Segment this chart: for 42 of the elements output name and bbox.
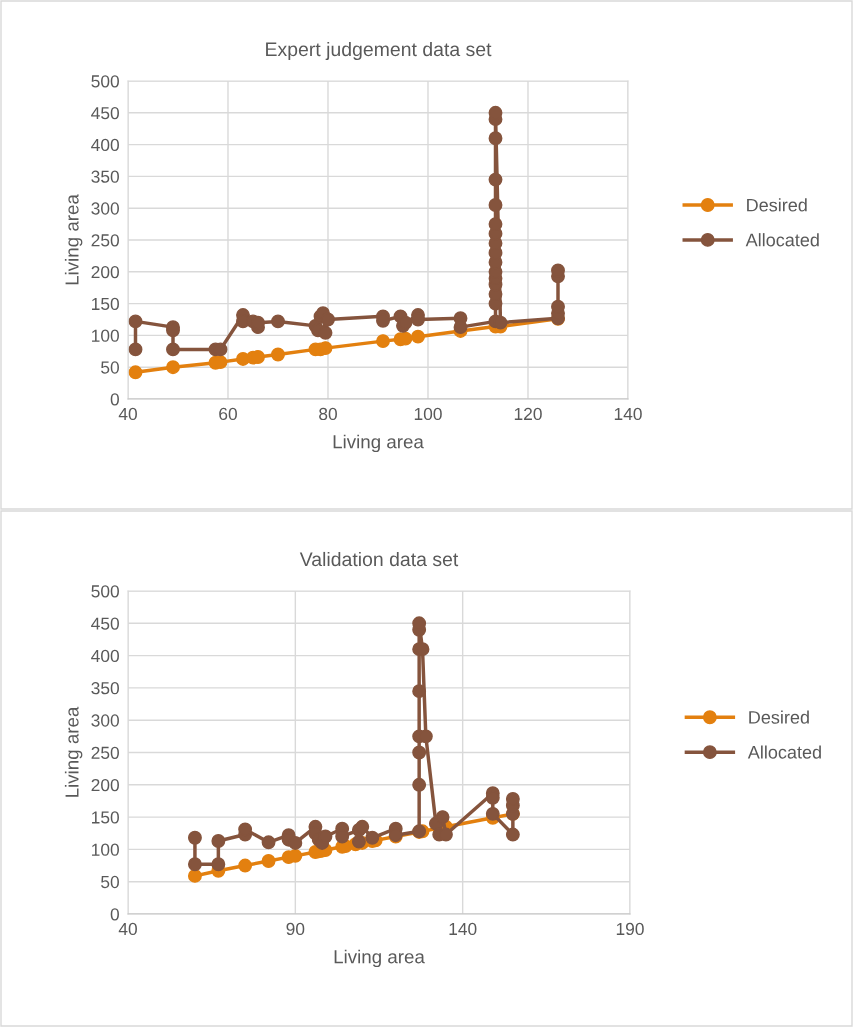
x-tick-label: 60: [219, 407, 237, 421]
y-tick-label: 150: [92, 297, 119, 311]
y-tick-label: 300: [91, 202, 119, 215]
legend-label: Desired: [747, 198, 807, 212]
x-tick-label: 40: [118, 922, 137, 936]
x-tick-label: 140: [449, 922, 477, 936]
y-tick-label: 100: [92, 843, 119, 856]
x-tick-label: 190: [616, 922, 644, 936]
y-tick-label: 300: [91, 714, 119, 727]
y-tick-label: 250: [91, 234, 119, 247]
x-tick-label: 120: [514, 407, 542, 421]
y-tick-label: 400: [91, 649, 119, 663]
y-tick-label: 0: [110, 393, 119, 406]
y-tick-label: 100: [92, 329, 119, 342]
y-tick-label: 50: [101, 361, 119, 374]
x-axis-title: Living area: [333, 434, 424, 453]
y-axis-title: Living area: [64, 194, 83, 285]
x-tick-label: 40: [118, 407, 137, 421]
legend-label: Allocated: [745, 233, 819, 247]
y-tick-label: 150: [92, 811, 119, 824]
y-tick-label: 250: [91, 746, 119, 759]
y-tick-label: 500: [91, 585, 119, 598]
x-tick-label: 100: [414, 407, 442, 421]
x-tick-label: 140: [614, 407, 642, 421]
y-tick-label: 450: [91, 106, 119, 120]
x-axis-title: Living area: [334, 949, 425, 968]
y-tick-label: 200: [91, 265, 119, 279]
y-tick-label: 450: [91, 617, 119, 630]
y-tick-label: 350: [91, 682, 119, 695]
y-tick-label: 0: [110, 908, 119, 921]
y-tick-label: 350: [91, 170, 119, 183]
legend-label: Desired: [749, 710, 809, 724]
y-tick-label: 200: [91, 778, 119, 792]
chart-title: Validation data set: [299, 551, 459, 567]
chart-title: Expert judgement data set: [266, 41, 492, 61]
x-tick-label: 90: [286, 922, 305, 936]
y-tick-label: 500: [91, 75, 119, 88]
y-axis-title: Living area: [64, 706, 83, 797]
x-tick-label: 80: [319, 407, 337, 421]
y-tick-label: 50: [101, 875, 119, 889]
legend-label: Allocated: [747, 745, 821, 759]
y-tick-label: 400: [91, 138, 119, 152]
